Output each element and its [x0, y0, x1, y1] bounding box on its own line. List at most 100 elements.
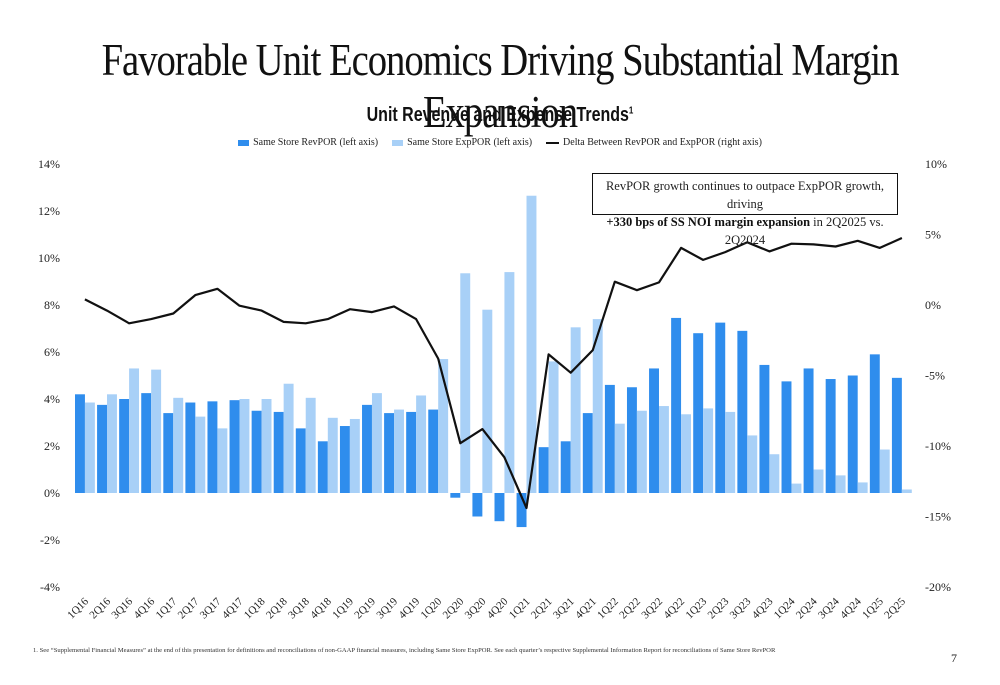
- revpor-bar: [362, 404, 372, 493]
- exppor-bar: [107, 394, 117, 493]
- left-axis-tick-label: 8%: [44, 298, 60, 312]
- x-axis-category-label: 1Q21: [507, 596, 533, 622]
- revpor-bar: [582, 413, 593, 493]
- chart-title-text: Unit Revenue and Expense Trends: [366, 104, 629, 126]
- exppor-bar: [658, 406, 669, 493]
- left-axis-tick-label: -2%: [40, 533, 60, 547]
- revpor-bar: [516, 493, 527, 528]
- chart-title: Unit Revenue and Expense Trends1: [100, 104, 900, 127]
- legend-swatch-delta: [546, 141, 560, 144]
- legend-swatch-exppor: [392, 139, 404, 146]
- x-axis-category-label: 1Q19: [330, 595, 356, 621]
- exppor-bar: [151, 369, 162, 493]
- chart-legend: Same Store RevPOR (left axis) Same Store…: [0, 137, 1000, 148]
- x-axis-category-label: 3Q21: [551, 596, 577, 622]
- revpor-bar: [339, 426, 350, 493]
- x-axis-category-label: 1Q16: [65, 595, 91, 621]
- x-axis-category-label: 3Q16: [109, 595, 135, 621]
- revpor-bar: [384, 413, 395, 493]
- callout-highlight: +330 bps of SS NOI margin expansion: [606, 215, 811, 229]
- exppor-bar: [416, 395, 427, 493]
- x-axis-category-label: 1Q23: [683, 595, 709, 621]
- x-axis-category-label: 3Q23: [728, 595, 754, 621]
- revpor-bar: [141, 393, 152, 493]
- x-axis-category-label: 4Q17: [220, 595, 246, 621]
- left-axis-tick-label: 10%: [38, 251, 60, 265]
- x-axis-category-label: 2Q19: [352, 595, 378, 621]
- exppor-bar: [460, 273, 471, 493]
- exppor-bar: [217, 428, 228, 493]
- footnote: 1. See “Supplemental Financial Measures”…: [33, 647, 776, 654]
- exppor-bar: [725, 411, 736, 493]
- exppor-bar: [857, 482, 868, 493]
- revpor-bar: [163, 413, 174, 493]
- exppor-bar: [703, 408, 714, 493]
- callout-box: RevPOR growth continues to outpace ExpPO…: [592, 173, 898, 247]
- x-axis-category-label: 1Q22: [595, 596, 621, 622]
- legend-label-revpor: Same Store RevPOR (left axis): [253, 137, 379, 148]
- exppor-bar: [681, 414, 692, 493]
- x-axis-category-label: 2Q16: [87, 595, 113, 621]
- x-axis-category-label: 4Q24: [838, 595, 864, 621]
- x-axis-category-label: 4Q22: [661, 596, 687, 622]
- exppor-bar: [592, 319, 603, 493]
- revpor-bar: [207, 401, 218, 493]
- exppor-bar: [394, 409, 404, 493]
- x-axis-category-label: 1Q24: [772, 595, 798, 621]
- revpor-bar: [75, 394, 85, 493]
- revpor-bar: [715, 322, 726, 493]
- revpor-bar: [847, 375, 858, 493]
- right-axis-tick-label: -5%: [925, 369, 945, 383]
- revpor-bar: [604, 384, 615, 493]
- revpor-bar: [229, 400, 240, 493]
- exppor-bar: [327, 417, 338, 493]
- legend-item-revpor: Same Store RevPOR (left axis): [238, 137, 378, 148]
- revpor-bar: [472, 493, 483, 517]
- x-axis-category-label: 2Q25: [882, 595, 908, 621]
- revpor-bar: [538, 447, 549, 493]
- exppor-bar: [84, 402, 95, 493]
- x-axis-category-label: 2Q23: [706, 595, 732, 621]
- revpor-bar: [626, 387, 637, 493]
- exppor-bar: [283, 383, 294, 493]
- revpor-bar: [869, 354, 880, 493]
- revpor-bar: [781, 381, 792, 493]
- revpor-bar: [317, 441, 328, 493]
- chart-title-footnote-marker: 1: [628, 105, 634, 117]
- x-axis-category-label: 4Q19: [396, 595, 422, 621]
- delta-line: [84, 236, 903, 510]
- revpor-bar: [97, 404, 108, 493]
- callout-line-2-rest: in 2Q2025 vs. 2Q2024: [724, 215, 884, 247]
- exppor-bar: [879, 449, 890, 493]
- x-axis-category-label: 4Q16: [132, 595, 158, 621]
- exppor-bar: [548, 361, 559, 493]
- x-axis-category-label: 2Q20: [441, 595, 467, 621]
- revpor-bar: [825, 379, 836, 493]
- legend-item-exppor: Same Store ExpPOR (left axis): [392, 137, 532, 148]
- legend-label-exppor: Same Store ExpPOR (left axis): [407, 137, 533, 148]
- x-axis-category-label: 2Q17: [176, 595, 202, 621]
- legend-label-delta: Delta Between RevPOR and ExpPOR (right a…: [563, 137, 762, 148]
- exppor-bar: [901, 489, 912, 493]
- page-number: 7: [951, 651, 957, 665]
- exppor-bar: [636, 410, 647, 493]
- callout-line-1: RevPOR growth continues to outpace ExpPO…: [605, 179, 885, 211]
- right-axis-tick-label: 5%: [925, 228, 941, 242]
- exppor-bar: [813, 469, 824, 493]
- x-axis-category-label: 1Q17: [154, 595, 180, 621]
- x-axis-category-label: 2Q18: [264, 595, 290, 621]
- exppor-bar: [769, 454, 780, 493]
- x-axis-category-label: 4Q23: [750, 595, 776, 621]
- x-axis-category-label: 3Q22: [639, 596, 665, 622]
- x-axis-category-label: 2Q24: [794, 595, 820, 621]
- exppor-bar: [239, 399, 250, 493]
- revpor-bar: [428, 409, 439, 493]
- revpor-bar: [649, 368, 659, 493]
- x-axis-category-label: 4Q18: [308, 595, 334, 621]
- x-axis-category-label: 3Q18: [286, 595, 312, 621]
- revpor-bar: [406, 411, 417, 493]
- exppor-bar: [195, 416, 206, 493]
- revpor-bar: [119, 399, 130, 493]
- revpor-bar: [671, 317, 682, 493]
- exppor-bar: [835, 475, 846, 493]
